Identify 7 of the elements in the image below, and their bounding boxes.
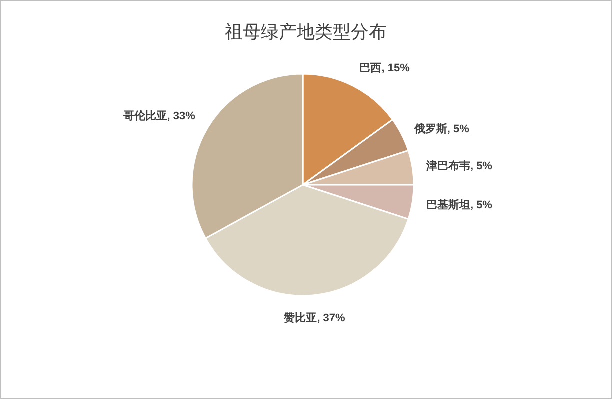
slice-label: 俄罗斯, 5% (413, 122, 470, 136)
slice-label: 津巴布韦, 5% (425, 159, 493, 172)
chart-title: 祖母绿产地类型分布 (225, 22, 387, 42)
slice-label: 哥伦比亚, 33% (122, 109, 196, 122)
slice-label: 巴基斯坦, 5% (426, 198, 493, 212)
slice-label: 巴西, 15% (360, 62, 410, 75)
slice-label: 赞比亚, 37% (283, 311, 346, 324)
